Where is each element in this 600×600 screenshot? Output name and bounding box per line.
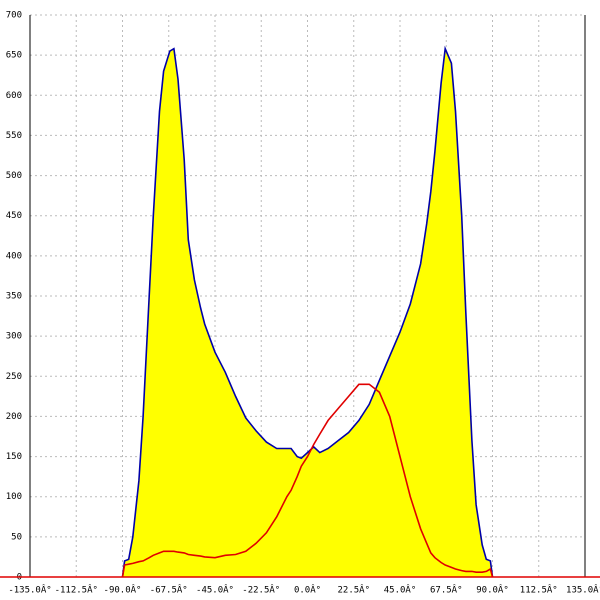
x-tick-label: -45.0Â°	[196, 584, 234, 596]
x-tick-label: 135.0Â°	[566, 584, 600, 596]
line	[121, 383, 494, 578]
x-tick-label: 67.5Â°	[430, 584, 463, 596]
y-tick-label: 600	[6, 91, 22, 101]
y-tick-label: 450	[6, 211, 22, 221]
y-tick-label: 50	[11, 532, 22, 542]
x-tick-label: 112.5Â°	[520, 584, 558, 596]
y-tick-label: 250	[6, 372, 22, 382]
area	[122, 48, 493, 577]
y-tick-label: 200	[6, 412, 22, 422]
y-tick-label: 400	[6, 251, 22, 261]
y-tick-label: 650	[6, 51, 22, 61]
y-tick-label: 500	[6, 171, 22, 181]
x-tick-label: 90.0Â°	[476, 584, 509, 596]
x-tick-label: 22.5Â°	[337, 584, 370, 596]
x-tick-label: -112.5Â°	[55, 584, 98, 596]
x-tick-label: -90.0Â°	[104, 584, 142, 596]
y-tick-label: 100	[6, 492, 22, 502]
x-tick-label: 45.0Â°	[384, 584, 417, 596]
line	[121, 45, 494, 578]
y-tick-label: 150	[6, 452, 22, 462]
x-tick-label: 0.0Â°	[294, 584, 321, 596]
x-tick-label: -22.5Â°	[242, 584, 280, 596]
y-tick-label: 700	[6, 11, 22, 21]
x-tick-label: -67.5Â°	[150, 584, 188, 596]
y-tick-label: 300	[6, 332, 22, 342]
x-tick-label: -135.0Â°	[8, 584, 51, 596]
y-tick-label: 550	[6, 131, 22, 141]
y-tick-label: 350	[6, 292, 22, 302]
